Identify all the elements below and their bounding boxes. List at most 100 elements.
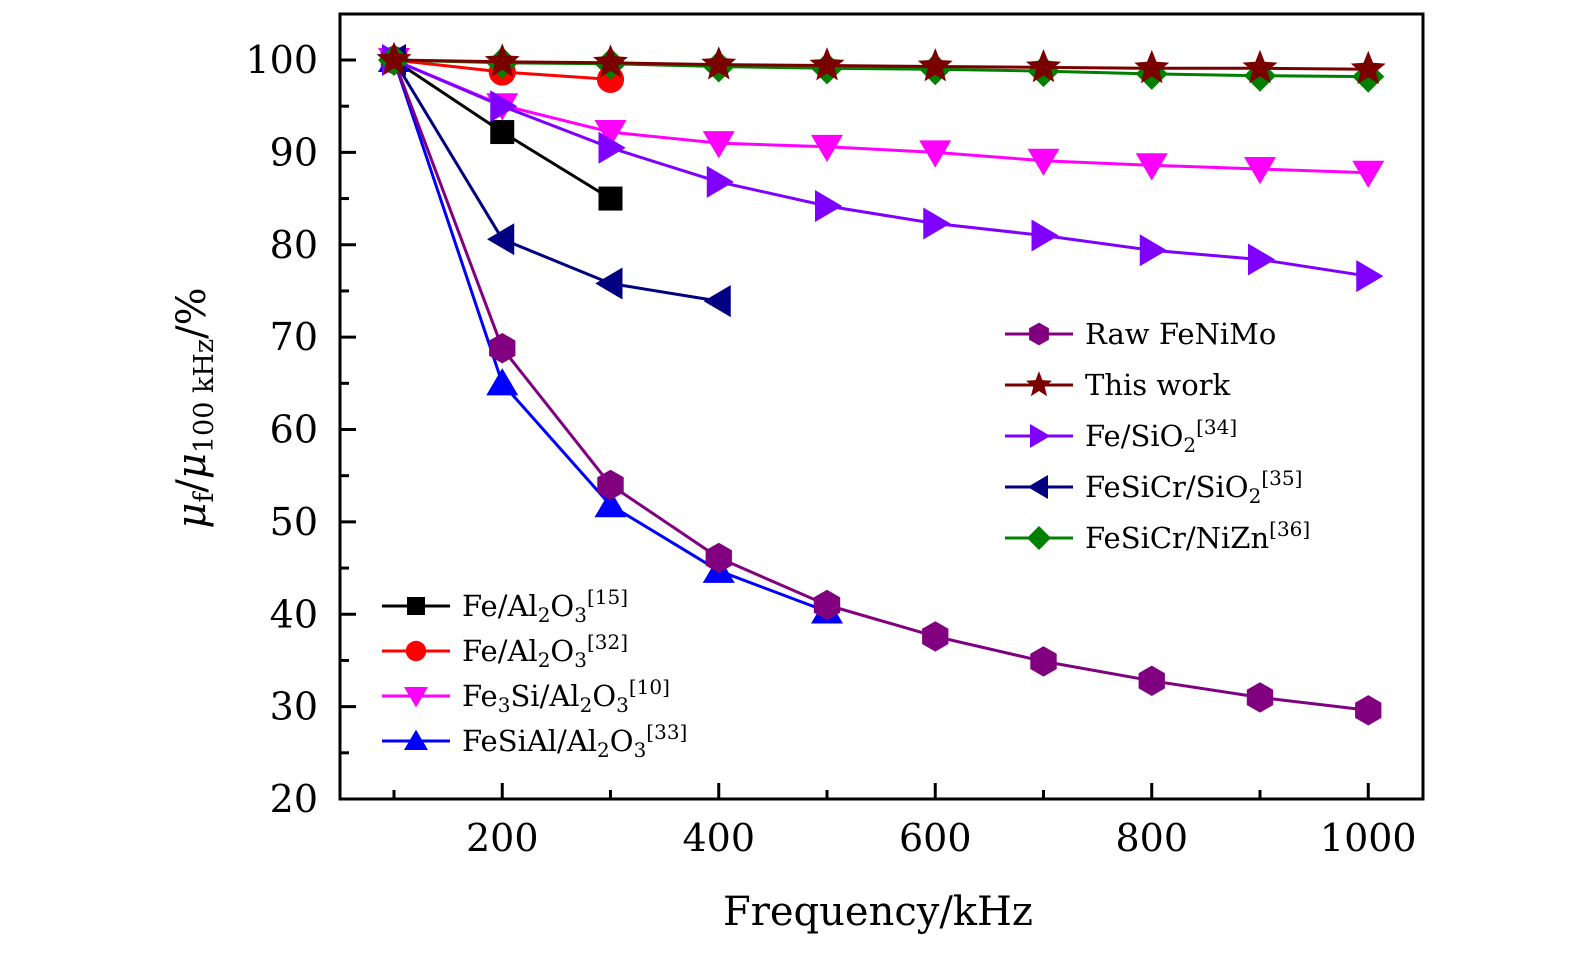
legend-label-part: [33] [646, 720, 687, 744]
x-tick-label: 400 [682, 816, 755, 860]
legend-label: Fe3Si/Al2O3[10] [462, 675, 670, 717]
data-point [706, 165, 734, 198]
legend-label: FeSiAl/Al2O3[33] [462, 720, 687, 762]
plot-frame [338, 12, 1425, 801]
data-point [490, 90, 518, 123]
legend-label: Raw FeNiMo [1085, 317, 1276, 351]
series-raw-fenimo [380, 44, 1382, 726]
data-point [923, 207, 951, 240]
data-point [1031, 219, 1059, 252]
y-axis-title-part: 100 kHz [189, 339, 220, 453]
legend-label: Fe/Al2O3[15] [462, 585, 628, 627]
y-axis-title: μf/μ100 kHz/% [169, 287, 220, 528]
legend-label-part: This work [1085, 368, 1231, 402]
y-axis-title-part: /% [169, 287, 215, 338]
legend-label-part: 3 [634, 738, 647, 762]
legend-label-part: [15] [587, 585, 628, 609]
legend-item: This work [1005, 368, 1231, 402]
x-tick-label: 200 [466, 816, 539, 860]
legend-label-part: 2 [538, 648, 551, 672]
series-line [392, 59, 720, 303]
legend-label-part: O [550, 634, 574, 668]
y-tick-label: 100 [245, 38, 318, 82]
legend-label-part: FeSiCr/SiO [1085, 470, 1249, 504]
data-point [594, 120, 627, 148]
series-line [393, 58, 1369, 278]
legend-item: Fe/Al2O3[32] [382, 630, 628, 672]
data-point [919, 140, 952, 168]
legend-label-part: Fe [462, 679, 498, 713]
y-tick-label: 70 [270, 315, 318, 359]
x-tick-label: 800 [1115, 816, 1188, 860]
y-axis-title-part: / [169, 479, 215, 493]
y-axis-title-part: f [189, 491, 220, 503]
legend-label-part: [32] [587, 630, 628, 654]
legend-label: Fe/Al2O3[32] [462, 630, 628, 672]
legend-label-part: 3 [498, 693, 511, 717]
legend-label-part: 2 [580, 693, 593, 717]
legend-item: FeSiAl/Al2O3[33] [382, 720, 687, 762]
data-point [811, 134, 843, 163]
data-point [593, 44, 628, 78]
legend-item: Raw FeNiMo [1005, 317, 1276, 351]
legend-label: FeSiCr/NiZn[36] [1085, 517, 1310, 555]
legend-marker [405, 640, 427, 662]
legend-item: Fe3Si/Al2O3[10] [382, 675, 670, 717]
legend-label-part: [10] [629, 675, 670, 699]
data-point [703, 285, 731, 318]
legend-label-part: [34] [1196, 415, 1237, 439]
legend-marker [404, 729, 428, 750]
legend-label-part: 3 [574, 648, 587, 672]
legend-label-part: Fe/Al [462, 634, 538, 668]
series-line [392, 59, 1369, 712]
legend-label-part: FeSiAl/Al [462, 724, 597, 758]
legend-item: Fe/Al2O3[15] [382, 585, 628, 627]
legend-label-part: 2 [538, 603, 551, 627]
legend-label-part: 3 [616, 693, 629, 717]
x-axis-title: Frequency/kHz [723, 889, 1033, 935]
ticks-layer: 200 400 600 800 1000 20 30 40 50 60 70 80 90 100 [245, 38, 1416, 860]
y-axis-title-part: μ [169, 503, 215, 529]
data-point [1244, 157, 1276, 185]
legend-marker [407, 597, 425, 615]
series-layer [376, 41, 1386, 726]
x-tick-label: 1000 [1320, 816, 1417, 860]
y-tick-label: 30 [270, 685, 318, 729]
data-point [597, 469, 624, 501]
data-point [484, 43, 520, 77]
y-tick-label: 50 [270, 500, 318, 544]
legend-item: FeSiCr/NiZn[36] [1005, 517, 1310, 555]
y-tick-label: 20 [270, 777, 318, 821]
data-point [1134, 49, 1170, 84]
data-point [1356, 260, 1384, 293]
data-point [1355, 695, 1382, 726]
series-line [393, 58, 1369, 175]
data-point [1138, 665, 1165, 696]
legend-right: Raw FeNiMo This work Fe/SiO2[34] FeSiCr/SiO… [1005, 317, 1310, 555]
legend-marker [1030, 424, 1051, 448]
data-point [598, 186, 623, 211]
legend-label-part: 2 [1183, 433, 1196, 457]
legend-label-part: O [550, 589, 574, 623]
data-point [486, 368, 519, 396]
series-this-work [376, 41, 1386, 85]
data-point [705, 542, 732, 574]
data-point [917, 48, 953, 82]
data-point [1026, 49, 1061, 83]
data-point [701, 46, 737, 80]
legend-label-part: Fe/SiO [1085, 419, 1183, 453]
data-point [1139, 234, 1167, 267]
data-point [595, 267, 623, 300]
legend-label-part: 3 [574, 603, 587, 627]
data-point [594, 490, 627, 518]
y-tick-label: 90 [270, 130, 318, 174]
data-point [1030, 646, 1057, 677]
y-tick-label: 40 [270, 592, 318, 636]
data-point [1248, 243, 1276, 276]
y-tick-label: 60 [270, 408, 318, 452]
data-point [809, 47, 845, 81]
data-point [487, 223, 515, 256]
legend-label-part: O [592, 679, 616, 713]
data-point [1350, 50, 1386, 85]
data-point [1242, 49, 1278, 84]
